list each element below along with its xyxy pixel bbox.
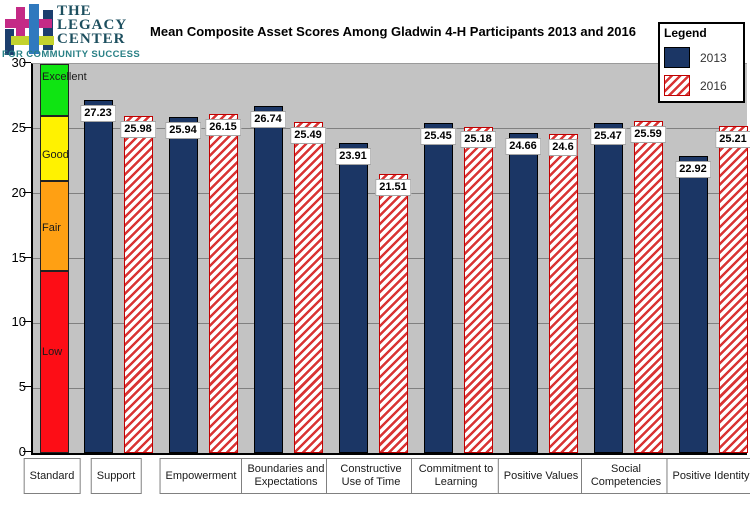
legend: Legend 2013 2016 (658, 22, 745, 103)
legend-label: 2013 (700, 50, 727, 65)
legacy-center-logo: THE LEGACY CENTER FOR COMMUNITY SUCCESS (2, 2, 140, 62)
standard-label-excellent: Excellent (42, 71, 87, 83)
chart-title: Mean Composite Asset Scores Among Gladwi… (150, 24, 636, 39)
value-label-2016: 25.98 (120, 121, 156, 139)
bar-2013-2 (168, 116, 198, 453)
logo-line: CENTER (57, 31, 126, 47)
logo-line: THE (57, 3, 92, 19)
logo-shape (5, 29, 14, 55)
value-label-2013: 26.74 (250, 111, 286, 129)
bar-2013-6 (508, 133, 538, 453)
value-label-2016: 25.59 (630, 126, 666, 144)
y-tick-label: 0 (18, 444, 26, 459)
value-label-2013: 27.23 (80, 104, 116, 122)
category-label-standard: Standard (23, 458, 81, 494)
logo-wordmark: THE LEGACY CENTER (57, 3, 128, 47)
y-tick-label: 25 (11, 119, 26, 135)
y-tick-label: 15 (11, 249, 26, 265)
category-label-empowerment: Empowerment (159, 458, 243, 494)
bar-2013-4 (338, 142, 368, 453)
value-label-2013: 25.94 (165, 121, 201, 139)
bar-2013-7 (593, 122, 623, 453)
standard-segment-fair (40, 180, 69, 272)
legend-item-2013: 2013 (664, 47, 739, 68)
bar-2013-8 (678, 155, 708, 453)
bar-2016-4 (378, 174, 408, 453)
legend-swatch-2016-icon (664, 75, 690, 96)
category-label-support: Support (90, 458, 142, 494)
legend-label: 2016 (700, 78, 727, 93)
value-label-2013: 24.66 (505, 138, 541, 156)
value-label-2016: 26.15 (205, 118, 241, 136)
standard-segment-low (40, 271, 69, 453)
logo-shape (43, 10, 53, 50)
category-label-positive-values: Positive Values (497, 458, 585, 494)
y-tick-label: 20 (11, 184, 26, 200)
y-tick-30 (23, 62, 31, 63)
bar-2016-8 (718, 126, 748, 453)
y-tick-25 (23, 126, 31, 128)
legend-item-2016: 2016 (664, 75, 739, 96)
y-tick-label: 5 (18, 379, 26, 395)
bar-2013-1 (83, 99, 113, 453)
gridline-25 (33, 128, 747, 130)
y-tick-5 (23, 386, 31, 388)
standard-segment-good (40, 115, 69, 181)
y-tick-label: 30 (11, 55, 26, 70)
value-label-2016: 25.21 (715, 131, 750, 149)
value-label-2016: 25.18 (460, 131, 496, 149)
bar-2016-7 (633, 121, 663, 453)
category-label-constructive-use-of-time: Constructive Use of Time (326, 458, 416, 494)
value-label-2013: 22.92 (675, 160, 711, 178)
y-tick-label: 10 (11, 314, 26, 330)
category-label-commitment-to-learning: Commitment to Learning (411, 458, 501, 494)
value-label-2013: 23.91 (335, 147, 371, 165)
logo-tagline: FOR COMMUNITY SUCCESS (2, 49, 141, 60)
value-label-2013: 25.45 (420, 127, 456, 145)
value-label-2016: 24.6 (548, 139, 578, 157)
bar-2016-3 (293, 122, 323, 453)
standard-label-fair: Fair (42, 222, 61, 234)
value-label-2016: 21.51 (375, 179, 411, 197)
logo-shape (29, 4, 39, 54)
legend-swatch-2013-icon (664, 47, 690, 68)
category-label-boundaries-and-expectations: Boundaries and Expectations (241, 458, 331, 494)
value-label-2016: 25.49 (290, 127, 326, 145)
y-tick-15 (23, 256, 31, 258)
legend-title: Legend (664, 26, 707, 40)
standard-label-low: Low (42, 346, 63, 358)
bar-2016-2 (208, 113, 238, 453)
value-label-2013: 25.47 (590, 127, 626, 145)
bar-2016-1 (123, 116, 153, 453)
y-tick-0 (23, 451, 31, 452)
bar-2013-5 (423, 123, 453, 453)
bar-2013-3 (253, 106, 283, 453)
logo-shape (5, 19, 52, 28)
y-tick-20 (23, 191, 31, 193)
logo-line: LEGACY (57, 17, 128, 33)
standard-segment-excellent (40, 64, 69, 116)
category-label-positive-identity: Positive Identity (666, 458, 750, 494)
category-label-social-competencies: Social Competencies (581, 458, 671, 494)
legacy-center-logo-icon (4, 4, 54, 55)
standard-label-good: Good (42, 149, 69, 161)
plot-area: Low Fair Good Excellent 27.23 25.98 25.94 26.15… (31, 63, 750, 455)
bar-2016-5 (463, 126, 493, 453)
bar-2016-6 (548, 134, 578, 453)
y-tick-10 (23, 321, 31, 323)
